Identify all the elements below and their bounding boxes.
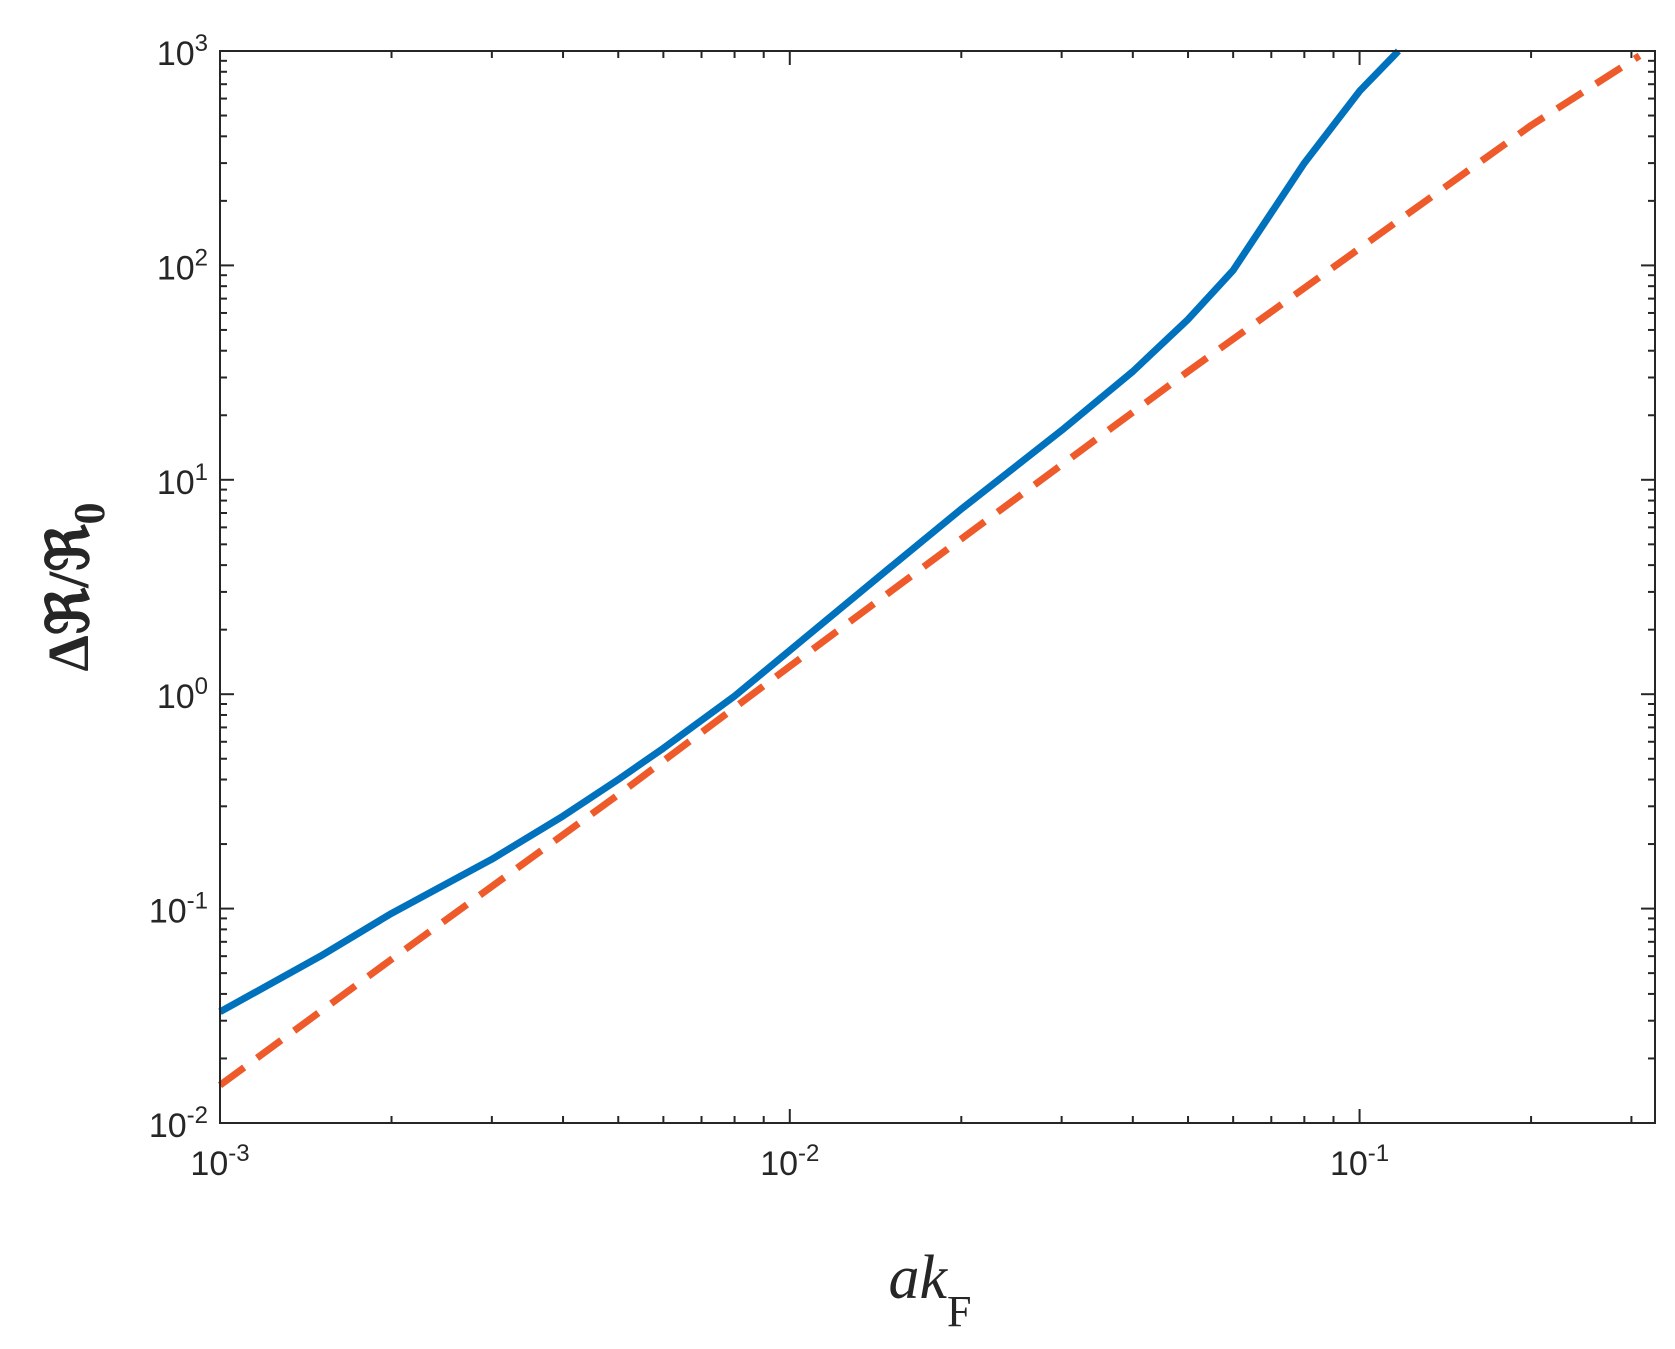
- tick-marks: [219, 50, 1655, 1124]
- x-axis-label-main: ak: [888, 1244, 948, 1312]
- x-tick-label-exponent: -1: [1368, 1140, 1389, 1167]
- y-tick-label-exponent: 2: [195, 244, 208, 271]
- y-tick-label-base: 10: [149, 1107, 187, 1145]
- y-tick-label: 103: [157, 30, 208, 73]
- y-tick-label-exponent: -2: [187, 1102, 208, 1129]
- x-tick-label-exponent: -2: [798, 1140, 819, 1167]
- y-tick-label: 100: [157, 673, 208, 716]
- y-tick-label-base: 10: [157, 35, 195, 73]
- y-axis-label: Δℜ/ℜ0: [36, 503, 114, 672]
- y-tick-label-exponent: -1: [187, 888, 208, 915]
- y-tick-label-exponent: 3: [195, 30, 208, 57]
- y-tick-label-base: 10: [157, 249, 195, 287]
- x-tick-label-base: 10: [760, 1145, 798, 1183]
- x-tick-label: 10-3: [190, 1140, 249, 1183]
- y-tick-label-base: 10: [157, 678, 195, 716]
- series-line-solid: [218, 48, 1401, 1015]
- x-tick-label-base: 10: [1330, 1145, 1368, 1183]
- y-tick-label-exponent: 1: [195, 459, 208, 486]
- y-tick-label: 10-1: [149, 888, 208, 931]
- x-tick-label-exponent: -3: [228, 1140, 249, 1167]
- series-line-dashed: [217, 52, 1642, 1089]
- y-tick-label: 101: [157, 459, 208, 502]
- x-tick-label: 10-1: [1330, 1140, 1389, 1183]
- x-tick-label-base: 10: [190, 1145, 228, 1183]
- series-lines: [217, 48, 1642, 1089]
- x-axis-label: akF: [888, 1244, 971, 1336]
- y-axis-label-sub: 0: [65, 503, 114, 525]
- x-axis-label-sub: F: [947, 1287, 971, 1336]
- plot-area-frame: [219, 50, 1656, 1124]
- x-tick-label: 10-2: [760, 1140, 819, 1183]
- y-tick-label: 102: [157, 244, 208, 287]
- y-tick-label-base: 10: [149, 893, 187, 931]
- y-tick-label-base: 10: [157, 464, 195, 502]
- y-tick-label-exponent: 0: [195, 673, 208, 700]
- y-tick-label: 10-2: [149, 1102, 208, 1145]
- y-axis-label-main: Δℜ/ℜ: [36, 524, 101, 672]
